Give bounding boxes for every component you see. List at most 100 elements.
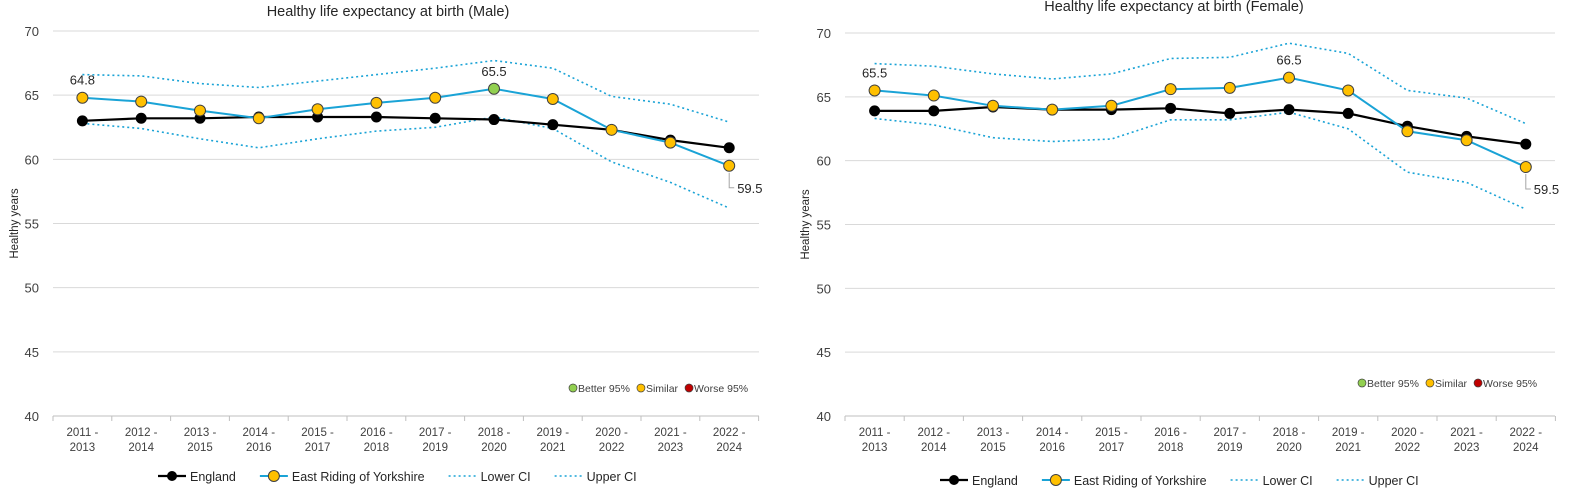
chart-female: Healthy life expectancy at birth (Female… bbox=[800, 0, 1559, 488]
point-area-similar bbox=[723, 159, 736, 172]
x-tick-label: 2012 -2014 bbox=[917, 427, 950, 454]
annotation-leader-line bbox=[1525, 174, 1531, 190]
x-tick-label: 2017 -2019 bbox=[1213, 427, 1246, 454]
point-area-similar bbox=[311, 103, 324, 116]
point-england bbox=[1283, 104, 1295, 116]
x-tick-label: 2014 -2016 bbox=[242, 427, 275, 454]
point-area-similar bbox=[194, 104, 206, 117]
legend-label-upper-ci: Upper CI bbox=[587, 470, 637, 484]
data-label: 59.5 bbox=[737, 181, 762, 196]
point-england bbox=[928, 105, 940, 117]
legend-marker-worse bbox=[1473, 378, 1483, 388]
point-england bbox=[547, 119, 559, 131]
series-line-area bbox=[874, 76, 1527, 168]
legend-label-worse: Worse 95% bbox=[694, 383, 748, 395]
y-tick-label: 55 bbox=[25, 217, 39, 232]
chart-panel-female: Healthy life expectancy at birth (Female… bbox=[790, 0, 1580, 498]
point-area-similar bbox=[987, 99, 999, 112]
point-area-similar bbox=[1046, 103, 1059, 116]
point-england bbox=[135, 112, 147, 124]
point-england bbox=[869, 105, 881, 117]
legend-label-area: East Riding of Yorkshire bbox=[1074, 474, 1207, 488]
legend-label-worse: Worse 95% bbox=[1483, 378, 1537, 390]
y-tick-label: 60 bbox=[817, 154, 831, 169]
x-tick-label: 2014 -2016 bbox=[1036, 427, 1069, 454]
point-area-similar bbox=[370, 96, 383, 109]
chart-male: Healthy life expectancy at birth (Male) H… bbox=[9, 4, 763, 484]
point-area-similar bbox=[1105, 99, 1118, 112]
chart-title: Healthy life expectancy at birth (Female… bbox=[1044, 0, 1304, 15]
point-area-similar bbox=[605, 123, 618, 136]
x-tick-label: 2022 -2024 bbox=[1509, 427, 1542, 454]
y-tick-label: 60 bbox=[25, 152, 39, 167]
x-tick-label: 2013 -2015 bbox=[977, 427, 1010, 454]
chart-title: Healthy life expectancy at birth (Male) bbox=[267, 4, 510, 20]
data-label: 66.5 bbox=[1276, 53, 1301, 68]
point-england bbox=[723, 142, 735, 154]
legend-marker-england bbox=[167, 471, 177, 481]
legend-marker-area bbox=[1049, 474, 1062, 486]
point-england bbox=[1224, 107, 1236, 119]
x-tick-label: 2015 -2017 bbox=[1095, 427, 1128, 454]
x-tick-label: 2012 -2014 bbox=[125, 427, 158, 454]
x-tick-label: 2016 -2018 bbox=[360, 427, 393, 454]
legend-marker-better bbox=[568, 383, 578, 393]
legend-marker-area bbox=[267, 470, 280, 482]
series-line-england bbox=[874, 105, 1526, 146]
series-line-area bbox=[82, 87, 730, 167]
series-line-lower-ci bbox=[874, 111, 1527, 210]
data-label: 65.5 bbox=[862, 65, 887, 80]
y-axis-label: Healthy years bbox=[9, 188, 21, 259]
point-area-similar bbox=[868, 84, 881, 97]
x-tick-label: 2016 -2018 bbox=[1154, 427, 1187, 454]
y-tick-label: 50 bbox=[817, 281, 831, 296]
legend-marker-similar bbox=[636, 383, 646, 393]
x-tick-label: 2021 -2023 bbox=[654, 427, 687, 454]
x-tick-label: 2022 -2024 bbox=[713, 427, 746, 454]
point-area-similar bbox=[1401, 125, 1414, 138]
legend-label-better: Better 95% bbox=[1367, 378, 1419, 390]
point-england bbox=[488, 114, 500, 126]
point-england bbox=[370, 111, 382, 123]
x-tick-label: 2015 -2017 bbox=[301, 427, 334, 454]
point-area-similar bbox=[1460, 134, 1473, 147]
data-label: 64.8 bbox=[70, 73, 95, 88]
chart-panel-male: Healthy life expectancy at birth (Male) H… bbox=[0, 0, 785, 498]
legend-label-lower-ci: Lower CI bbox=[1263, 474, 1313, 488]
y-tick-label: 55 bbox=[817, 218, 831, 233]
y-tick-label: 70 bbox=[817, 26, 831, 41]
legend-label-better: Better 95% bbox=[578, 383, 630, 395]
point-england bbox=[429, 112, 441, 124]
x-tick-label: 2019 -2021 bbox=[536, 427, 569, 454]
point-area-similar bbox=[1519, 161, 1532, 174]
point-area-similar bbox=[1164, 83, 1177, 96]
y-tick-label: 40 bbox=[25, 409, 39, 424]
data-label: 65.5 bbox=[481, 64, 506, 79]
point-england bbox=[76, 115, 88, 127]
y-tick-label: 70 bbox=[25, 24, 39, 39]
legend-marker-similar bbox=[1425, 378, 1435, 388]
legend-label-similar: Similar bbox=[1435, 378, 1468, 390]
series-line-lower-ci bbox=[82, 116, 730, 209]
y-tick-label: 40 bbox=[817, 409, 831, 424]
point-area-similar bbox=[546, 93, 559, 106]
series-line-upper-ci bbox=[82, 59, 730, 123]
y-tick-label: 45 bbox=[817, 345, 831, 360]
point-area-similar bbox=[927, 89, 940, 102]
y-axis-label: Healthy years bbox=[800, 189, 812, 260]
x-tick-label: 2018 -2020 bbox=[1273, 427, 1306, 454]
legend-label-england: England bbox=[972, 474, 1018, 488]
point-england bbox=[1342, 107, 1354, 119]
point-england bbox=[1165, 102, 1177, 114]
x-tick-label: 2020 -2022 bbox=[595, 427, 628, 454]
y-tick-label: 45 bbox=[25, 345, 39, 360]
point-area-similar bbox=[135, 95, 148, 108]
point-area-similar bbox=[664, 136, 677, 149]
x-tick-label: 2017 -2019 bbox=[419, 427, 452, 454]
legend-label-upper-ci: Upper CI bbox=[1369, 474, 1419, 488]
x-tick-label: 2019 -2021 bbox=[1332, 427, 1365, 454]
series-line-england bbox=[82, 115, 730, 149]
legend-marker-england bbox=[949, 475, 959, 485]
point-area-similar bbox=[429, 91, 442, 104]
legend-marker-better bbox=[1357, 378, 1367, 388]
